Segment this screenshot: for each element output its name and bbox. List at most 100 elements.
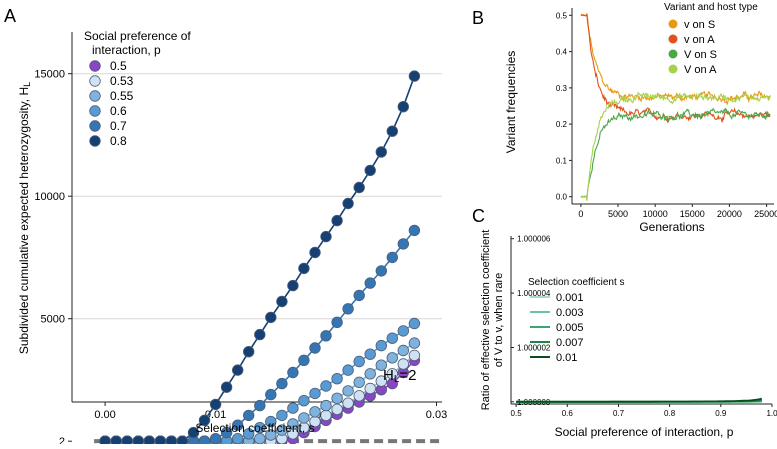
a-data-point [354,356,365,367]
b-x-tick-label: 20000 [717,209,742,219]
a-data-point [232,365,243,376]
a-y-tick-label: 10000 [34,191,65,203]
a-data-point [398,239,409,250]
b-legend-label: v on A [684,34,715,46]
a-data-point [332,317,343,328]
a-data-point [376,340,387,351]
a-data-point [266,312,277,323]
a-data-point [365,165,376,176]
a-data-point [343,304,354,315]
a-legend-marker [90,91,101,102]
a-data-point [332,215,343,226]
a-y-tick-label: 5000 [41,314,65,326]
b-x-tick-label: 10000 [643,209,668,219]
a-data-point [144,436,155,444]
a-series [100,71,420,444]
b-x-tick-label: 5000 [608,209,628,219]
c-legend-label: 0.003 [556,307,584,319]
b-legend-label: V on S [684,49,717,61]
a-data-point [354,290,365,301]
b-y-tick-label: 0.1 [556,156,568,165]
a-data-point [254,400,265,411]
a-data-point [310,247,321,258]
b-legend-marker [669,50,678,59]
c-y-label-1: Ratio of effective selection coefficient [480,230,492,411]
a-data-point [343,398,354,409]
a-data-point [409,71,420,82]
a-legend-label: 0.6 [110,104,127,118]
a-legend-marker [90,106,101,117]
b-x-tick-label: 0 [578,209,583,219]
c-y-tick-label: 1.000006 [517,235,551,244]
a-data-point [332,393,343,404]
c-x-tick-label: 0.5 [511,409,523,418]
a-x-tick-label: 0.00 [94,409,115,421]
a-legend-marker [90,76,101,87]
a-data-point [321,410,332,421]
a-y-tick-label: 15000 [34,69,65,81]
a-grid [72,74,442,319]
a-y-label: Subdivided cumulative expected heterozyg… [17,82,32,354]
c-legend-label: 0.005 [556,322,584,334]
a-data-point [365,369,376,380]
b-y-tick-label: 0.5 [556,11,568,20]
a-data-point [321,231,332,242]
a-data-point [343,198,354,209]
c-legend-label: 0.007 [556,337,584,349]
b-y-tick-label: 0.4 [556,48,568,57]
a-data-point [376,266,387,277]
a-legend-marker [90,61,101,72]
a-data-point [365,349,376,360]
c-x-tick-label: 0.9 [715,409,727,418]
a-legend-label: 0.8 [110,134,127,148]
panel-label-c: C [472,206,485,226]
a-data-point [310,343,321,354]
a-x-tick-label: 0.03 [426,409,447,421]
a-data-point [321,400,332,411]
a-data-point [277,410,288,421]
a-data-point [299,355,310,366]
c-x-tick-label: 0.8 [664,409,676,418]
a-y-tick-label: 2 [59,436,65,444]
a-data-point [310,388,321,399]
a-data-point [398,101,409,112]
b-legend-title: Variant and host type [664,2,758,13]
c-x-tick-label: 0.6 [562,409,574,418]
c-x-tick-label: 1.0 [766,409,777,418]
a-data-point [100,436,111,444]
a-data-point [354,182,365,193]
a-data-point [221,382,232,393]
a-data-point [133,436,144,444]
a-data-point [343,365,354,376]
b-x-tick-label: 25000 [754,209,777,219]
a-data-point [299,395,310,406]
a-data-point [254,329,265,340]
b-legend-label: V on A [684,64,717,76]
a-data-point [343,386,354,397]
a-data-point [398,326,409,337]
a-data-point [321,381,332,392]
a-data-point [299,263,310,274]
a-data-point [277,296,288,307]
b-y-ticks: 0.00.10.20.30.40.5 [556,11,572,201]
a-data-point [177,436,188,444]
b-legend-marker [669,65,678,74]
a-data-point [243,410,254,421]
a-data-point [243,346,254,357]
a-data-point [111,436,122,444]
a-data-point [266,389,277,400]
a-data-point [409,350,420,361]
a-data-point [376,147,387,158]
panel-label-b: B [472,8,484,28]
a-data-point [354,391,365,402]
a-data-point [354,377,365,388]
a-data-point [398,345,409,356]
a-data-point [288,403,299,414]
b-y-tick-label: 0.0 [556,193,568,202]
c-y-label-2: of V to v, when rare [493,273,505,368]
c-series-line-0.01 [516,399,762,402]
a-data-point [310,407,321,418]
